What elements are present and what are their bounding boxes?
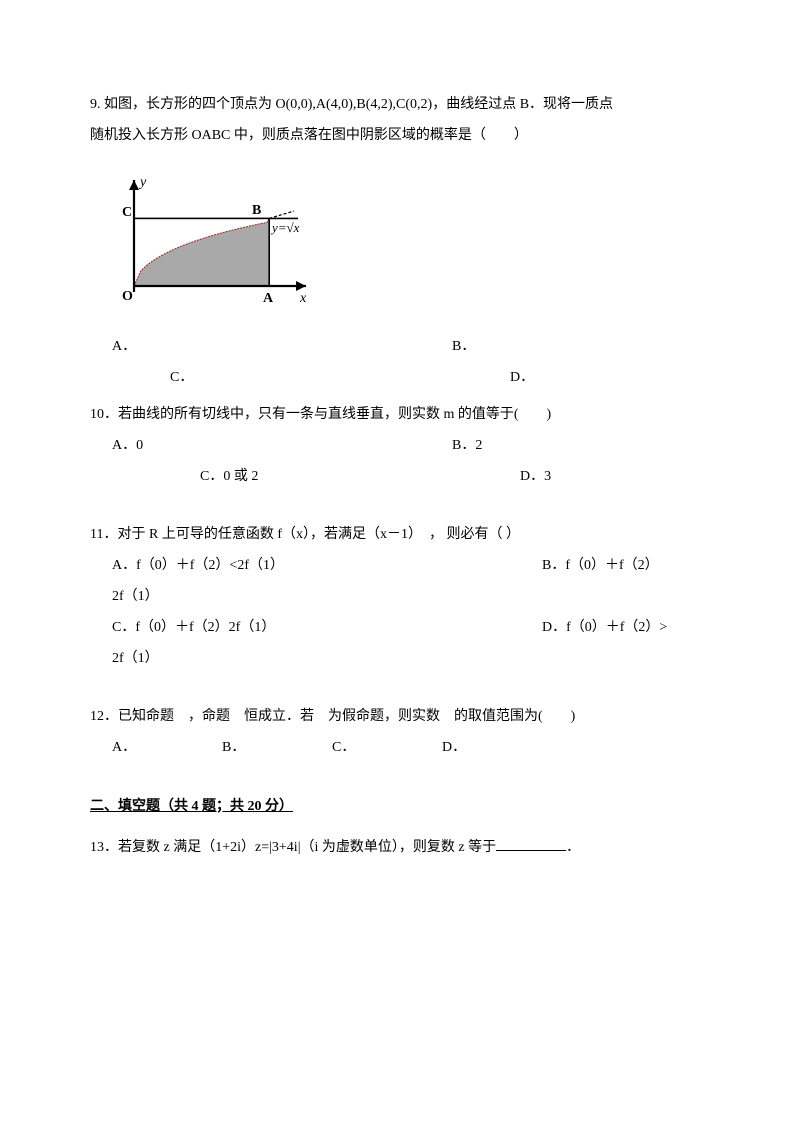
q9-opts-row2: C． D．: [90, 363, 710, 394]
q10-stem: 10．若曲线的所有切线中，只有一条与直线垂直，则实数 m 的值等于( ): [90, 400, 710, 431]
q9-opts-row1: A． B．: [90, 332, 710, 363]
label-O: O: [122, 289, 133, 304]
q11-optD-cont: 2f（1）: [112, 644, 710, 675]
question-10: 10．若曲线的所有切线中，只有一条与直线垂直，则实数 m 的值等于( ) A．0…: [90, 400, 710, 492]
q12-optD: D．: [442, 733, 552, 764]
question-9: 9. 如图，长方形的四个顶点为 O(0,0),A(4,0),B(4,2),C(0…: [90, 90, 710, 394]
q12-optC: C．: [332, 733, 442, 764]
q9-svg: O A B C x y y=√x: [100, 162, 318, 310]
label-eq: y=√x: [270, 220, 300, 235]
q9-optD: D．: [510, 363, 534, 394]
spacer: [90, 680, 710, 702]
label-B: B: [252, 203, 261, 218]
q13-stem-b: ．: [566, 840, 580, 855]
q10-opts-row1: A．0 B．2: [90, 431, 710, 462]
question-12: 12．已知命题 ，命题 恒成立．若 为假命题，则实数 的取值范围为( ) A． …: [90, 702, 710, 764]
q10-optB: B．2: [452, 431, 482, 462]
q12-options: A． B． C． D．: [112, 733, 710, 764]
q10-optC: C．0 或 2: [200, 462, 520, 493]
q11-options: A．f（0）＋f（2）<2f（1） B．f（0）＋f（2） 2f（1） C．f（…: [112, 551, 710, 674]
q12-optB: B．: [222, 733, 332, 764]
q9-stem-line1: 9. 如图，长方形的四个顶点为 O(0,0),A(4,0),B(4,2),C(0…: [90, 90, 710, 121]
q10-optD: D．3: [520, 462, 551, 493]
label-x: x: [299, 291, 307, 306]
q12-stem: 12．已知命题 ，命题 恒成立．若 为假命题，则实数 的取值范围为( ): [90, 702, 710, 733]
q9-stem-line2: 随机投入长方形 OABC 中，则质点落在图中阴影区域的概率是（ ）: [90, 121, 710, 152]
section-2-heading: 二、填空题（共 4 题；共 20 分）: [90, 792, 710, 823]
q13-blank: [496, 837, 566, 851]
spacer: [90, 498, 710, 520]
question-13: 13．若复数 z 满足（1+2i）z=|3+4i|（i 为虚数单位），则复数 z…: [90, 833, 710, 864]
question-11: 11．对于 R 上可导的任意函数 f（x），若满足（x－1） ， 则必有（ ） …: [90, 520, 710, 674]
q11-optB-cont: 2f（1）: [112, 582, 710, 613]
label-y: y: [138, 175, 147, 190]
q11-optA: A．f（0）＋f（2）<2f（1）: [112, 551, 542, 582]
q9-optB: B．: [452, 332, 475, 363]
label-A: A: [263, 291, 274, 306]
q11-optC: C．f（0）＋f（2）2f（1）: [112, 613, 542, 644]
q11-stem: 11．对于 R 上可导的任意函数 f（x），若满足（x－1） ， 则必有（ ）: [90, 520, 710, 551]
label-C: C: [122, 205, 132, 220]
q12-optA: A．: [112, 733, 222, 764]
q9-optA: A．: [112, 332, 452, 363]
q9-figure: O A B C x y y=√x: [100, 162, 710, 323]
q13-stem-a: 13．若复数 z 满足（1+2i）z=|3+4i|（i 为虚数单位），则复数 z…: [90, 840, 496, 855]
q11-optB: B．f（0）＋f（2）: [542, 551, 659, 582]
q9-optC: C．: [170, 363, 510, 394]
q10-opts-row2: C．0 或 2 D．3: [90, 462, 710, 493]
q11-optD: D．f（0）＋f（2）>: [542, 613, 667, 644]
q10-optA: A．0: [112, 431, 452, 462]
